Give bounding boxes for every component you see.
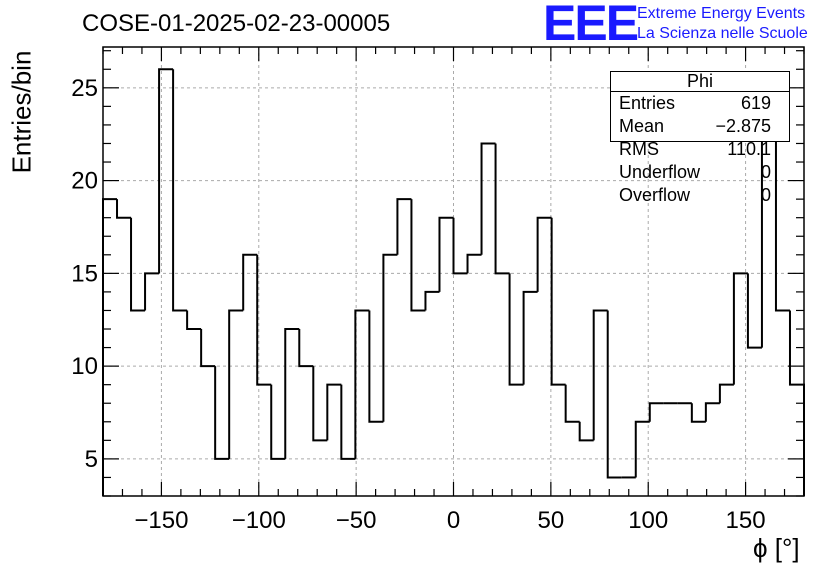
histogram-bin xyxy=(284,328,300,459)
stats-entries-value: 619 xyxy=(740,93,771,113)
chart-title: COSE-01-2025-02-23-00005 xyxy=(82,10,391,37)
stats-overflow-label: Overflow xyxy=(619,185,691,205)
histogram-bin xyxy=(116,199,132,219)
y-tick-label: 15 xyxy=(71,260,98,287)
histogram-bin xyxy=(172,69,188,312)
histogram-bin xyxy=(438,216,454,292)
x-tick-label: −50 xyxy=(336,507,377,534)
histogram-bin xyxy=(606,310,622,479)
y-tick-label: 20 xyxy=(71,168,98,195)
stats-mean-label: Mean xyxy=(619,116,665,136)
histogram-bin xyxy=(354,309,370,459)
histogram-bin xyxy=(648,402,664,422)
histogram-bin xyxy=(424,290,440,311)
stats-box: Phi Entries 619 Mean −2.875 RMS 110.1 Under… xyxy=(610,71,790,205)
stats-underflow-label: Underflow xyxy=(619,162,701,182)
histogram-bin xyxy=(564,384,580,423)
histogram-bin xyxy=(368,310,384,423)
x-tick-label: 150 xyxy=(726,507,766,534)
histogram-bin xyxy=(634,420,650,478)
histogram-bin xyxy=(298,329,314,368)
histogram-bin xyxy=(382,253,398,422)
histogram-bin xyxy=(242,253,258,311)
stats-rms-label: RMS xyxy=(619,139,659,159)
y-tick-label: 10 xyxy=(71,353,98,380)
histogram-bin xyxy=(270,384,286,460)
x-tick-label: 50 xyxy=(538,507,565,534)
eee-logo: EEE xyxy=(543,0,639,51)
histogram-bin xyxy=(718,383,734,404)
histogram-bin xyxy=(536,216,552,292)
histogram-bin xyxy=(158,68,174,274)
x-axis-label: ϕ [°] xyxy=(753,533,800,563)
histogram-bin xyxy=(704,402,720,422)
histogram-bin xyxy=(494,143,510,275)
histogram-bin xyxy=(256,254,272,386)
stats-row-underflow: Underflow 0 xyxy=(619,162,771,185)
stats-mean-value: −2.875 xyxy=(715,116,771,136)
histogram-bin xyxy=(690,403,706,423)
y-tick-label: 25 xyxy=(71,75,98,102)
histogram-bin xyxy=(312,366,328,442)
histogram-bin xyxy=(326,383,342,441)
stats-overflow-value: 0 xyxy=(760,185,771,205)
histogram-bin xyxy=(466,253,482,274)
histogram-bin xyxy=(480,142,496,255)
histogram-bin xyxy=(732,272,748,385)
histogram-bin xyxy=(578,421,594,442)
logo-line-1: Extreme Energy Events xyxy=(637,5,806,22)
x-tick-label: 0 xyxy=(447,507,460,534)
histogram-bin xyxy=(410,199,426,312)
axis-tick-labels: −150 −100 −50 0 50 100 150 5 10 15 20 25 xyxy=(71,75,765,534)
logo-line-2: La Scienza nelle Scuole xyxy=(637,25,808,42)
histogram-bin xyxy=(130,217,146,312)
stats-rms-value: 110.1 xyxy=(727,139,771,159)
x-tick-label: 100 xyxy=(628,507,668,534)
histogram-bin xyxy=(508,273,524,386)
histogram-bin xyxy=(592,309,608,441)
y-axis-label: Entries/bin xyxy=(6,50,37,174)
histogram-bin xyxy=(340,384,356,460)
y-tick-label: 5 xyxy=(85,446,98,473)
histogram-bin xyxy=(746,273,762,349)
histogram-bin xyxy=(396,198,412,255)
histogram-bin xyxy=(550,217,566,386)
stats-row-rms: RMS 110.1 xyxy=(619,139,771,162)
histogram-bin xyxy=(228,309,244,459)
histogram-bin xyxy=(452,217,468,275)
histogram-bin xyxy=(186,310,202,331)
histogram-bin xyxy=(774,87,790,312)
histogram-bin xyxy=(214,366,230,460)
stats-row-mean: Mean −2.875 xyxy=(619,116,771,139)
stats-row-entries: Entries 619 xyxy=(619,93,771,116)
stats-row-overflow: Overflow 0 xyxy=(619,185,771,208)
x-tick-label: −150 xyxy=(134,507,188,534)
stats-entries-label: Entries xyxy=(619,93,676,113)
x-tick-label: −100 xyxy=(232,507,286,534)
stats-title: Phi xyxy=(611,71,789,92)
plot-frame xyxy=(102,46,805,497)
histogram-bin xyxy=(144,272,160,311)
histogram-bin xyxy=(522,290,538,385)
histogram-bin xyxy=(200,329,216,368)
stats-underflow-value: 0 xyxy=(760,162,771,182)
